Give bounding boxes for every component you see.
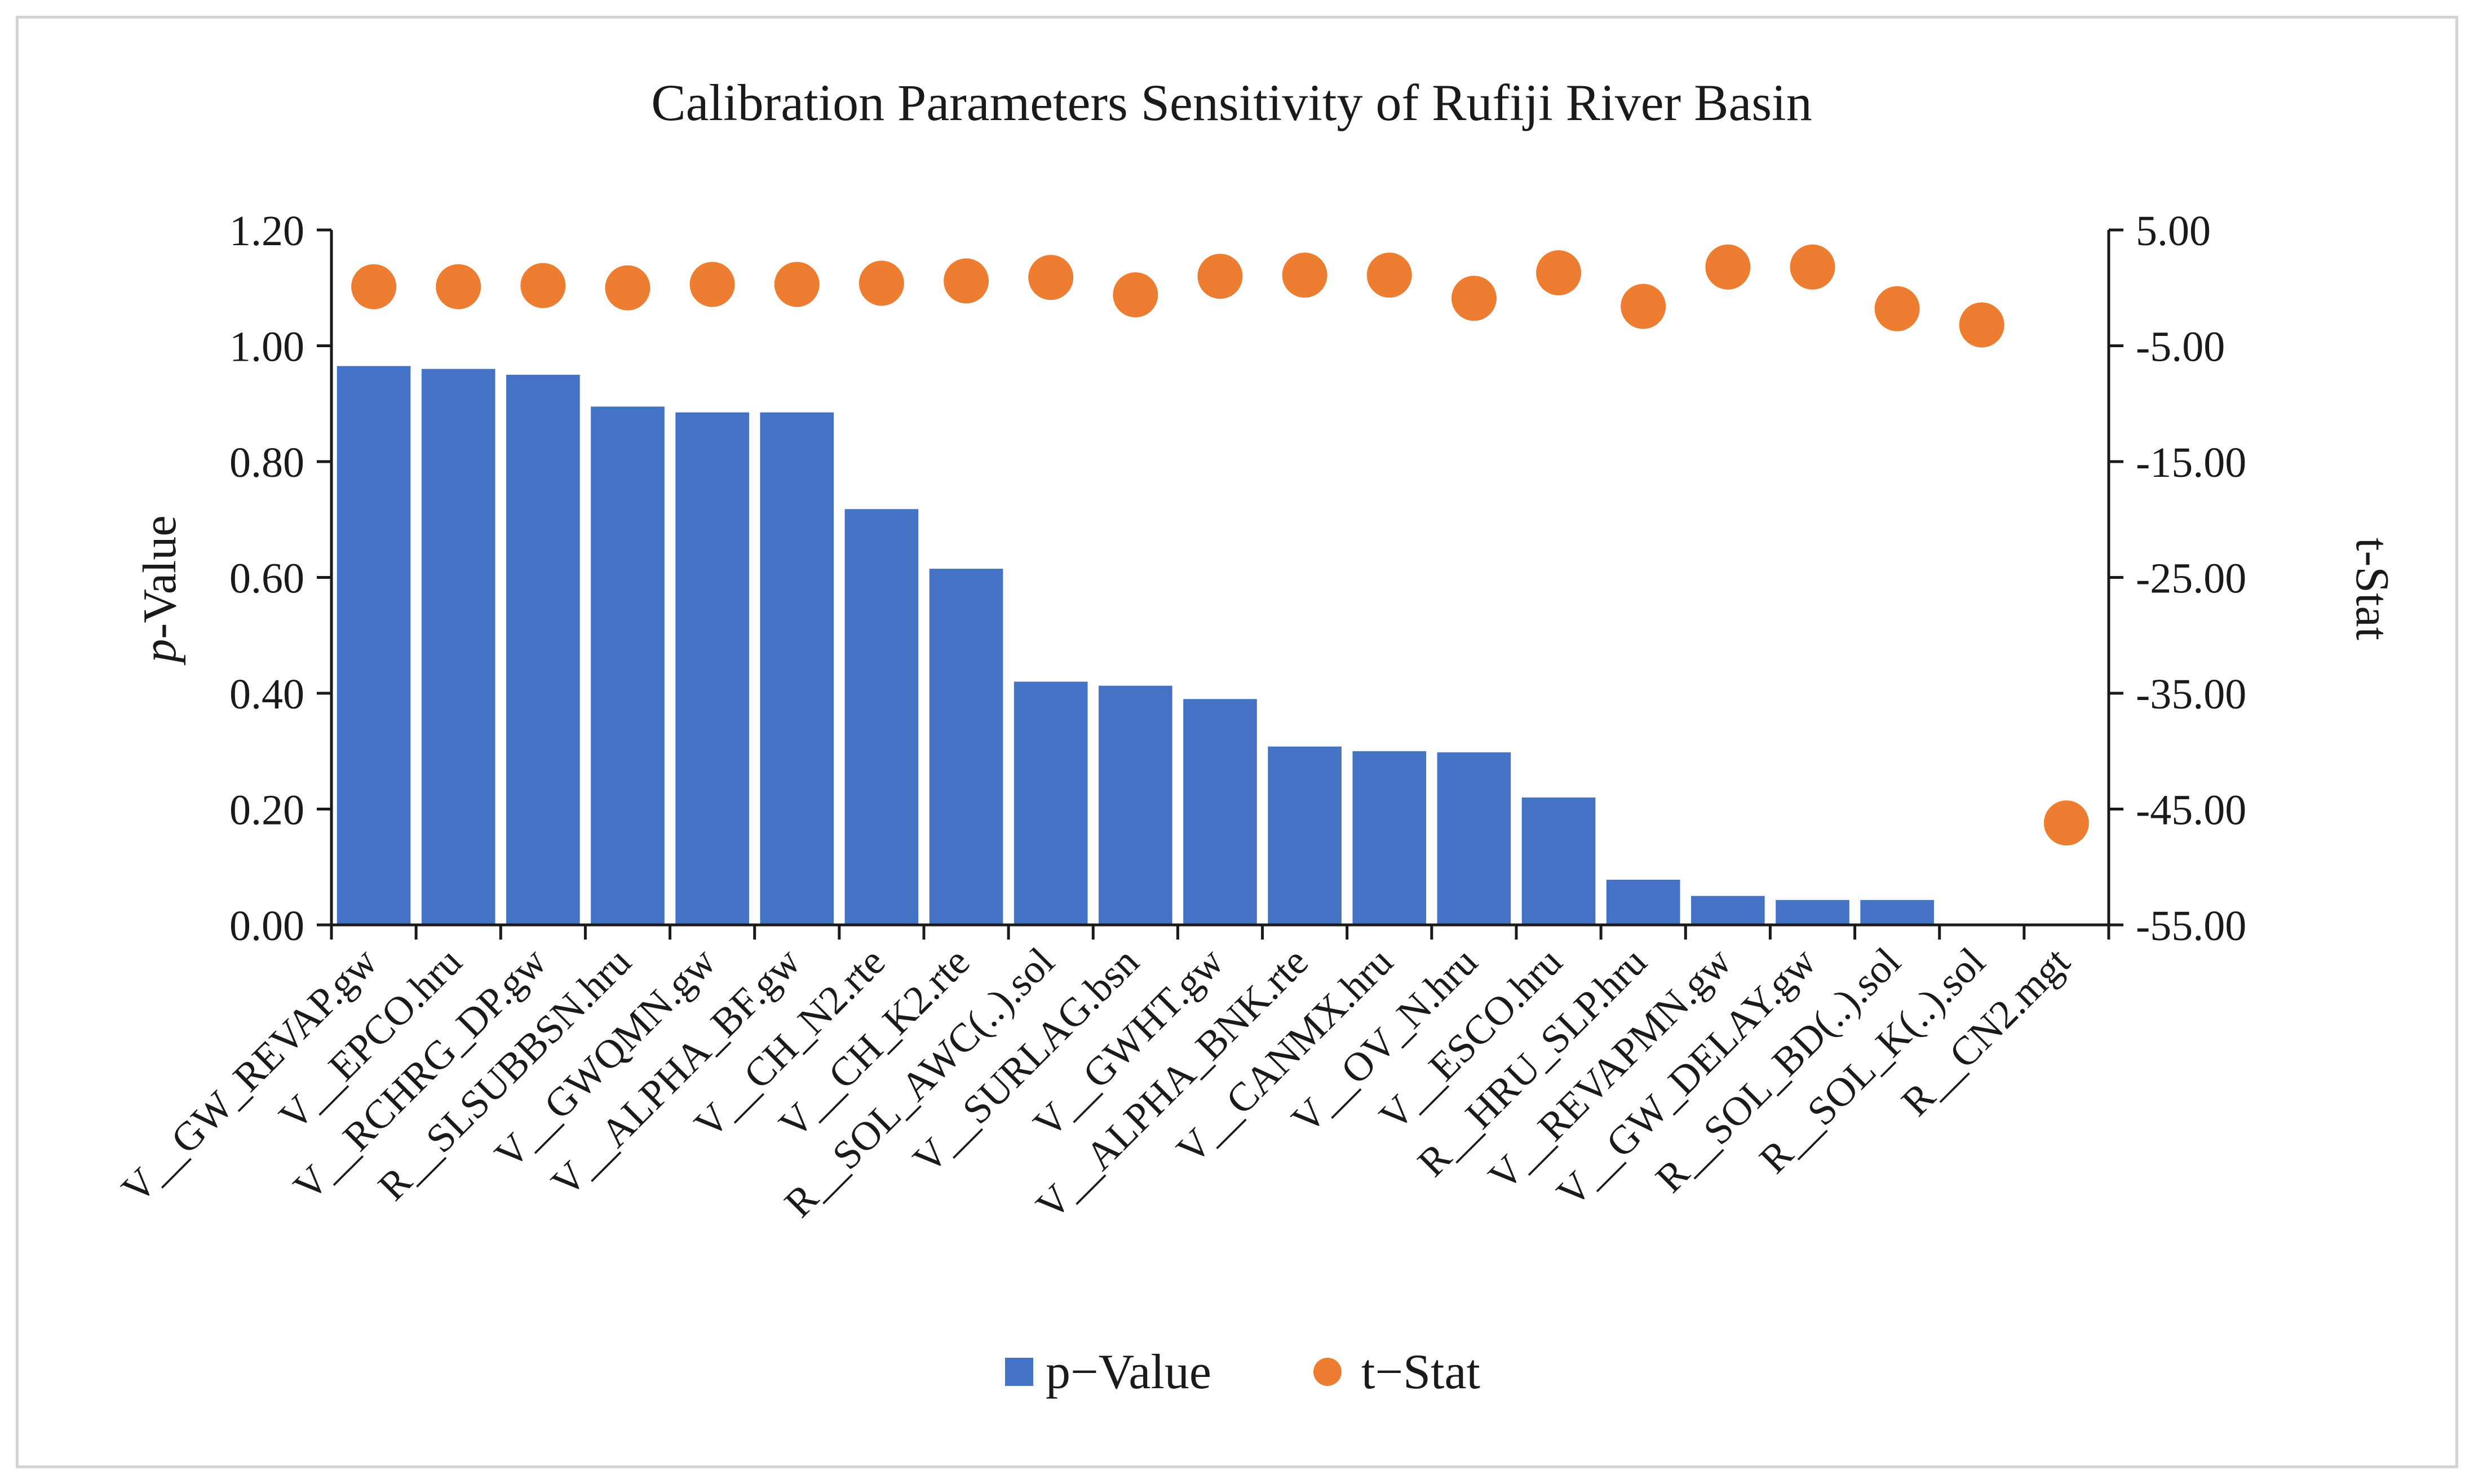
bar-pvalue-1 — [421, 369, 495, 925]
bar-pvalue-13 — [1437, 752, 1511, 925]
bar-pvalue-5 — [760, 412, 834, 925]
y-right-tick-label-2: -35.00 — [2136, 671, 2246, 718]
y-axis-left-label: p-Value — [134, 515, 186, 665]
bar-pvalue-9 — [1099, 685, 1172, 925]
point-tstat-15 — [1621, 283, 1666, 329]
point-tstat-17 — [1790, 244, 1835, 290]
y-right-tick-label-4: -15.00 — [2136, 439, 2246, 486]
point-tstat-6 — [858, 260, 904, 306]
x-tick-labels: V__GW_REVAP.gwV__EPCO.hruV__RCHRG_DP.gwR… — [113, 939, 2078, 1228]
point-tstat-16 — [1705, 244, 1751, 290]
bar-pvalue-7 — [929, 569, 1003, 925]
bar-pvalue-0 — [337, 366, 411, 925]
bar-pvalue-18 — [1860, 900, 1934, 925]
bar-pvalue-17 — [1776, 900, 1849, 925]
bar-pvalue-16 — [1691, 896, 1765, 925]
point-tstat-0 — [351, 264, 397, 309]
ticks-layer: 0.00 0.20 0.40 0.60 0.80 1.00 1.20 -55.00 -45.00… — [229, 207, 2246, 950]
y-left-tick-label-4: 0.80 — [229, 439, 304, 486]
point-tstat-11 — [1282, 252, 1327, 298]
chart-title: Calibration Parameters Sensitivity of Ru… — [651, 74, 1812, 131]
y-axis-right-label: t-Stat — [2346, 538, 2398, 640]
bar-pvalue-6 — [844, 509, 919, 925]
point-tstat-1 — [436, 264, 481, 309]
y-right-tick-label-5: -5.00 — [2136, 324, 2225, 371]
bar-pvalue-8 — [1014, 681, 1088, 925]
bar-pvalue-10 — [1183, 699, 1257, 925]
point-tstat-7 — [944, 258, 989, 304]
y-right-tick-label-3: -25.00 — [2136, 555, 2246, 603]
bar-pvalue-12 — [1352, 751, 1427, 925]
y-left-tick-label-2: 0.40 — [229, 671, 304, 718]
y-right-tick-label-0: -55.00 — [2136, 902, 2246, 950]
point-tstat-9 — [1113, 272, 1158, 318]
y-axis-left-label-italic: p — [134, 639, 186, 666]
bar-pvalue-11 — [1268, 746, 1342, 925]
chart-svg: Calibration Parameters Sensitivity of Ru… — [113, 74, 2398, 1399]
point-tstat-4 — [689, 262, 735, 307]
bar-pvalue-2 — [506, 374, 580, 925]
legend: p−Value t−Stat — [1005, 1345, 1480, 1399]
bar-pvalue-3 — [591, 406, 665, 925]
point-tstat-10 — [1197, 254, 1243, 299]
point-tstat-5 — [774, 262, 820, 307]
point-tstat-18 — [1874, 286, 1920, 331]
point-tstat-3 — [605, 265, 650, 311]
point-tstat-19 — [1959, 302, 2004, 348]
point-tstat-12 — [1366, 252, 1412, 298]
legend-pvalue-swatch — [1005, 1358, 1033, 1386]
bar-pvalue-14 — [1521, 797, 1596, 925]
y-right-tick-label-1: -45.00 — [2136, 787, 2246, 834]
legend-tstat-swatch — [1313, 1358, 1342, 1386]
y-left-tick-label-5: 1.00 — [229, 324, 304, 371]
legend-pvalue-label: p−Value — [1046, 1345, 1211, 1399]
point-tstat-14 — [1536, 250, 1582, 296]
point-tstat-2 — [520, 263, 566, 308]
point-tstat-8 — [1028, 255, 1074, 300]
chart-frame: Calibration Parameters Sensitivity of Ru… — [16, 16, 2458, 1468]
bars-layer — [337, 366, 1934, 925]
point-tstat-20 — [2043, 800, 2089, 846]
points-layer — [351, 244, 2089, 846]
y-right-tick-label-6: 5.00 — [2136, 207, 2211, 255]
bar-pvalue-15 — [1606, 879, 1680, 925]
legend-tstat-label: t−Stat — [1361, 1345, 1480, 1399]
point-tstat-13 — [1451, 276, 1497, 321]
y-axis-left-label-rest: -Value — [134, 515, 186, 639]
bar-pvalue-4 — [675, 412, 749, 925]
y-left-tick-label-1: 0.20 — [229, 787, 304, 834]
y-left-tick-label-0: 0.00 — [229, 902, 304, 950]
y-left-tick-label-3: 0.60 — [229, 555, 304, 603]
y-left-tick-label-6: 1.20 — [229, 207, 304, 255]
